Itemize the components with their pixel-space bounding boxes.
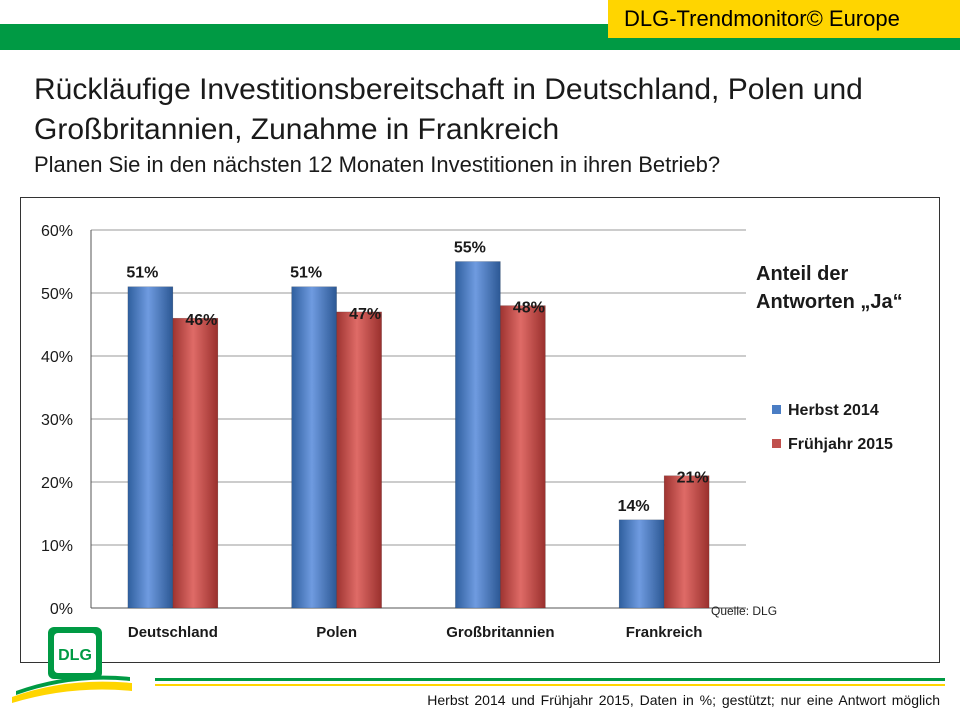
data-label: 46% [185,312,217,329]
legend-swatch-blue [772,405,781,414]
bar-fruehjahr-2015 [172,317,219,609]
legend-label: Frühjahr 2015 [788,436,893,453]
bar-herbst-2014 [455,261,501,609]
chart-frame: 0% 10% 20% 30% 40% 50% 60% 51% 46% Deutschland 51%… [20,197,940,663]
legend-swatch-red [772,439,781,448]
footer-line-green [155,678,945,681]
data-label: 21% [677,470,709,487]
legend-label: Herbst 2014 [788,402,879,419]
bar-fruehjahr-2015 [500,305,546,609]
legend-item-fruehjahr-2015: Frühjahr 2015 [772,436,893,454]
y-tick-label: 10% [41,538,73,555]
logo-text: DLG [58,647,92,664]
source-note: Quelle: DLG [711,604,778,618]
page-subtitle: Planen Sie in den nächsten 12 Monaten In… [34,152,721,177]
data-label: 51% [126,265,158,282]
brand-label: DLG-Trendmonitor© Europe [608,0,960,38]
y-tick-label: 0% [50,601,73,618]
x-tick-label: Deutschland [128,624,218,641]
dlg-logo: DLG [12,627,132,703]
data-label: 47% [349,306,381,323]
bar-fruehjahr-2015 [336,311,382,609]
x-tick-label: Großbritannien [446,624,554,641]
bar-herbst-2014 [127,286,174,609]
y-tick-label: 50% [41,286,73,303]
x-tick-label: Frankreich [626,624,703,641]
legend-title: Anteil der Antworten „Ja“ [756,263,903,313]
data-label: 55% [454,240,486,257]
y-tick-label: 20% [41,475,73,492]
footer-note: Herbst 2014 und Frühjahr 2015, Daten in … [427,692,940,708]
data-label: 14% [618,498,650,515]
y-tick-label: 30% [41,412,73,429]
legend-item-herbst-2014: Herbst 2014 [772,402,879,420]
bar-herbst-2014 [618,519,665,609]
bar-fruehjahr-2015 [663,475,710,609]
footer-line-yellow [155,684,945,686]
bar-chart: 0% 10% 20% 30% 40% 50% 60% 51% 46% Deutschland 51%… [41,223,746,641]
y-tick-label: 60% [41,223,73,240]
x-tick-label: Polen [316,624,357,641]
data-label: 51% [290,265,322,282]
data-label: 48% [513,300,545,317]
page-title: Rückläufige Investitionsbereitschaft in … [34,73,863,146]
bar-herbst-2014 [291,286,337,609]
y-tick-label: 40% [41,349,73,366]
